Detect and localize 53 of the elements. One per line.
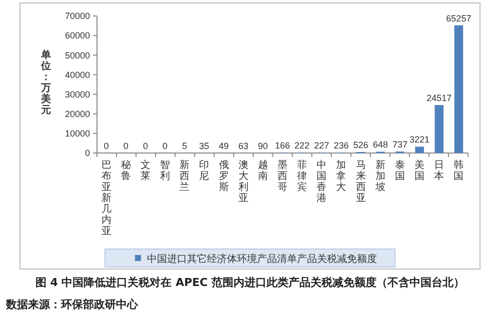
data-label: 3221 (410, 134, 430, 145)
legend-label: 中国进口其它经济体环境产品清单产品关税减免额度 (147, 253, 377, 265)
data-label: 63 (238, 140, 248, 151)
bar (434, 105, 444, 153)
x-tick-label: 墨西哥 (278, 160, 288, 193)
x-tick-label: 日本 (434, 160, 444, 182)
x-tick-label: 澳大利亚 (238, 159, 248, 204)
y-tick-label: 40000 (64, 70, 90, 80)
x-tick-label: 智利 (160, 159, 170, 182)
data-label: 90 (258, 140, 268, 151)
data-label: 49 (218, 140, 229, 151)
y-tick-label: 50000 (64, 50, 90, 60)
data-label: 0 (162, 141, 168, 151)
y-tick-label: 10000 (64, 128, 90, 139)
data-label: 236 (334, 140, 349, 151)
x-tick-label: 新加坡 (374, 159, 386, 193)
y-tick-label: 70000 (64, 11, 90, 22)
x-tick-label: 秘鲁 (120, 160, 131, 182)
data-label: 35 (199, 140, 210, 151)
x-tick-label: 新西兰 (180, 159, 190, 193)
data-label: 166 (274, 140, 290, 151)
x-tick-label: 俄罗斯 (218, 159, 229, 193)
data-label: 227 (314, 140, 330, 151)
data-label: 0 (104, 141, 109, 151)
y-tick-label: 0 (84, 148, 90, 158)
data-label: 737 (392, 140, 408, 150)
source-note: 数据来源：环保部政研中心 (5, 298, 139, 311)
x-tick-label: 加拿大 (336, 159, 346, 193)
x-tick-label: 越南 (258, 159, 268, 182)
y-tick-label: 60000 (64, 30, 90, 41)
x-tick-label: 中国香港 (316, 159, 327, 204)
y-tick-label: 20000 (64, 109, 90, 120)
data-label: 24517 (426, 93, 452, 104)
data-label: 0 (142, 141, 148, 151)
text: 图 4 中国降低进口关税对在 APEC 范围内进口此类产品关税减免额度（不含中国台北） (35, 276, 465, 289)
x-tick-label: 巴布亚新几内亚 (101, 160, 112, 237)
y-tick-label: 30000 (64, 89, 90, 100)
x-tick-label: 印尼 (199, 159, 210, 182)
data-label: 526 (353, 140, 368, 150)
x-tick-label: 韩国 (454, 159, 464, 182)
x-tick-label: 文莱 (140, 159, 150, 182)
x-tick-label: 菲律宾 (297, 159, 308, 193)
bar (415, 146, 424, 153)
bar (454, 25, 464, 153)
x-tick-label: 泰国 (394, 160, 405, 182)
x-tick-label: 马来西亚 (356, 160, 366, 204)
data-label: 5 (182, 140, 188, 151)
data-label: 0 (123, 141, 128, 151)
data-label: 65257 (446, 13, 472, 24)
y-axis-title: 单位：万美元 (40, 49, 51, 116)
data-label: 222 (294, 140, 310, 151)
x-tick-label: 美国 (414, 159, 425, 182)
data-label: 648 (372, 140, 388, 150)
